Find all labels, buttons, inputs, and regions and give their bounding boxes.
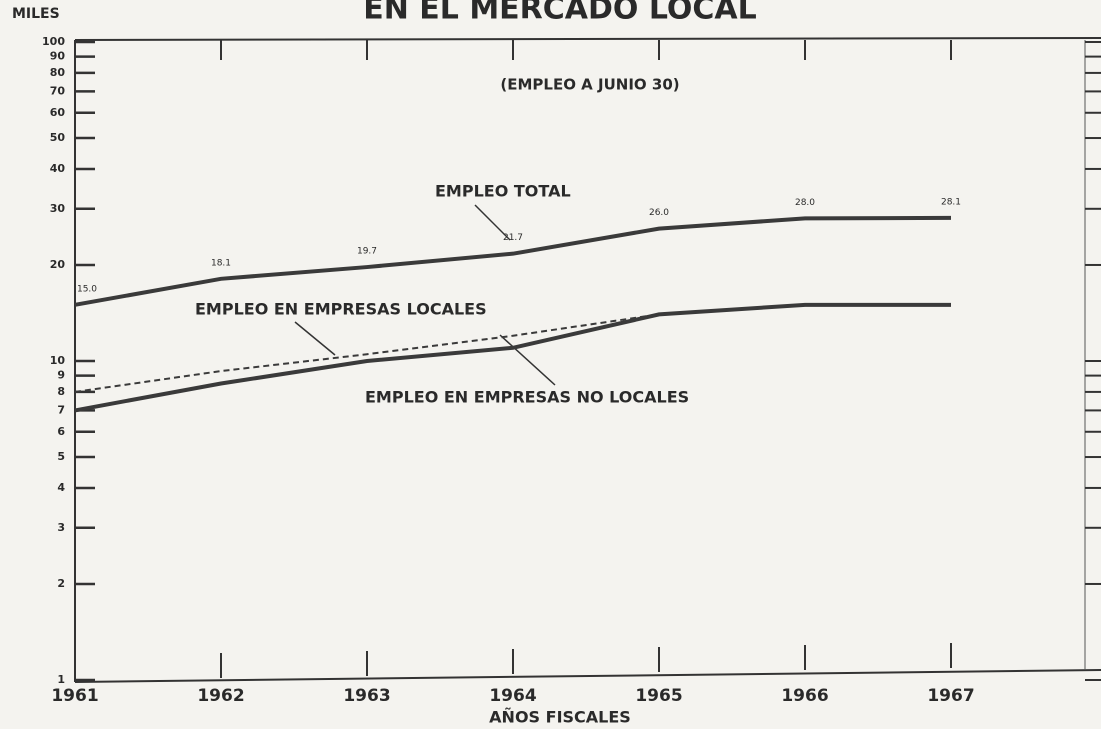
y-tick-label: 50: [50, 131, 66, 144]
y-tick-label: 70: [50, 84, 66, 97]
y-axis-label: MILES: [12, 6, 60, 22]
y-tick-label: 40: [50, 162, 66, 175]
value-label: 26.0: [649, 208, 669, 218]
value-label: 18.1: [211, 258, 231, 268]
y-tick-label: 7: [57, 403, 65, 416]
x-tick-label: 1961: [51, 686, 98, 706]
y-tick-label: 4: [57, 481, 65, 494]
top-border: [74, 37, 1101, 41]
leader-line: [294, 321, 336, 356]
value-label: 28.1: [941, 197, 961, 207]
series-annotation: EMPLEO TOTAL: [435, 182, 571, 201]
x-axis: [74, 669, 1101, 683]
y-tick-label: 5: [57, 450, 65, 463]
value-label: 21.7: [503, 233, 523, 243]
leader-line: [499, 334, 556, 386]
x-tick-label: 1963: [343, 686, 390, 706]
y-tick-label: 8: [57, 385, 65, 398]
x-tick-label: 1967: [927, 686, 974, 706]
x-tick-label: 1964: [489, 686, 536, 706]
y-tick-label: 6: [57, 425, 65, 438]
series-line: [74, 302, 951, 413]
y-tick-label: 60: [50, 106, 66, 119]
y-tick-label: 10: [50, 354, 66, 367]
x-tick-label: 1962: [197, 686, 244, 706]
chart-title: EN EL MERCADO LOCAL: [363, 0, 757, 27]
leader-line: [474, 204, 511, 241]
y-tick-label: 3: [57, 521, 65, 534]
series-annotation: EMPLEO EN EMPRESAS LOCALES: [195, 300, 487, 319]
series-annotation: EMPLEO EN EMPRESAS NO LOCALES: [365, 388, 689, 407]
y-tick-label: 90: [50, 50, 66, 63]
value-label: 15.0: [77, 284, 97, 294]
chart-subtitle: (EMPLEO A JUNIO 30): [500, 76, 679, 94]
x-tick-label: 1965: [635, 686, 682, 706]
y-tick-label: 100: [42, 35, 65, 48]
x-tick-label: 1966: [781, 686, 828, 706]
y-tick-label: 20: [50, 258, 66, 271]
series-line: [74, 215, 952, 307]
y-tick-label: 80: [50, 66, 66, 79]
value-label: 28.0: [795, 198, 815, 208]
y-tick-label: 30: [50, 202, 66, 215]
value-label: 19.7: [357, 247, 377, 257]
x-axis-label: AÑOS FISCALES: [489, 708, 631, 727]
y-tick-label: 2: [57, 577, 65, 590]
y-tick-label: 1: [57, 673, 65, 686]
y-tick-label: 9: [57, 369, 65, 382]
